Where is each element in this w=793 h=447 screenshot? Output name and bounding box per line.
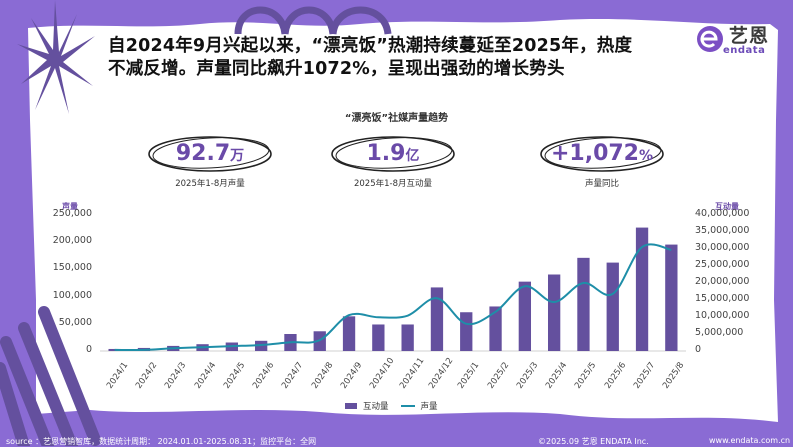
logo-text-en: endata bbox=[723, 45, 766, 56]
logo-text-cn: 艺恩 bbox=[729, 25, 770, 47]
right-y-tick: 10,000,000 bbox=[695, 310, 750, 321]
kpi-label: 2025年1-8月声量 bbox=[175, 179, 245, 189]
source-note: source ：艺恩营销智库，数据统计周期： 2024.01.01-2025.0… bbox=[6, 437, 317, 446]
volume-line bbox=[114, 243, 672, 352]
scribble-circle-icon bbox=[540, 136, 664, 172]
legend-line-label: 声量 bbox=[420, 402, 438, 412]
legend-bar-swatch bbox=[345, 403, 357, 409]
bar-2025/3 bbox=[518, 281, 532, 351]
bar-2025/4 bbox=[547, 274, 561, 351]
kpi-value: 92.7万 bbox=[175, 141, 245, 166]
kpi-label: 声量同比 bbox=[584, 179, 619, 189]
left-y-tick: 50,000 bbox=[58, 316, 92, 328]
bar-2024/9 bbox=[342, 316, 356, 351]
headline: 自2024年9月兴起以来，“漂亮饭”热潮持续蔓延至2025年，热度 不减反增。声… bbox=[108, 35, 708, 81]
headline-line-2: 不减反增。声量同比飙升1072%，呈现出强劲的增长势头 bbox=[108, 59, 565, 79]
kpi-volume: 92.7万 2025年1-8月声量 bbox=[145, 133, 275, 193]
kpi-value: 1.9亿 bbox=[366, 141, 420, 166]
right-y-tick: 20,000,000 bbox=[695, 276, 750, 287]
kpi-value: +1,072% bbox=[550, 141, 654, 166]
headline-line-1: 自2024年9月兴起以来，“漂亮饭”热潮持续蔓延至2025年，热度 bbox=[108, 36, 633, 56]
right-axis-title: 互动量 bbox=[715, 202, 739, 211]
left-y-tick: 100,000 bbox=[52, 289, 92, 301]
endata-logo: 艺恩 endata bbox=[695, 20, 785, 58]
scribble-circle-icon bbox=[331, 136, 455, 172]
bar-2024/11 bbox=[401, 324, 414, 351]
bar-2024/12 bbox=[430, 287, 444, 351]
bar-2025/5 bbox=[577, 257, 590, 351]
website-link[interactable]: www.endata.com.cn bbox=[709, 436, 791, 445]
left-y-tick: 250,000 bbox=[52, 208, 92, 219]
left-axis-title: 声量 bbox=[62, 202, 78, 211]
kpi-yoy: +1,072% 声量同比 bbox=[537, 133, 667, 193]
right-y-tick: 15,000,000 bbox=[695, 293, 750, 304]
right-y-tick: 0 bbox=[695, 344, 702, 355]
kpi-interaction: 1.9亿 2025年1-8月互动量 bbox=[328, 133, 458, 193]
copyright: ©2025.09 艺恩 ENDATA Inc. bbox=[538, 437, 649, 446]
left-y-tick: 200,000 bbox=[52, 235, 92, 247]
scribble-circle-icon bbox=[148, 136, 272, 172]
right-y-tick: 25,000,000 bbox=[695, 259, 750, 270]
chart-title: “漂亮饭”社媒声量趋势 bbox=[344, 113, 449, 124]
endata-e-logo-icon bbox=[697, 26, 723, 52]
legend-line-swatch bbox=[400, 405, 415, 407]
bar-2025/7 bbox=[635, 227, 649, 351]
left-y-tick: 150,000 bbox=[52, 262, 92, 274]
kpi-label: 2025年1-8月互动量 bbox=[353, 179, 432, 189]
chart-legend: 互动量 声量 bbox=[345, 400, 438, 412]
bar-2025/8 bbox=[665, 244, 678, 351]
right-y-tick: 30,000,000 bbox=[695, 242, 750, 253]
bar-2025/6 bbox=[606, 262, 619, 351]
bar-2024/10 bbox=[372, 324, 385, 351]
legend-bar-label: 互动量 bbox=[363, 402, 389, 412]
bar-2025/1 bbox=[460, 312, 473, 351]
bar-2025/2 bbox=[489, 306, 502, 351]
right-y-tick: 40,000,000 bbox=[695, 208, 750, 219]
right-y-tick: 35,000,000 bbox=[695, 225, 750, 236]
starburst-icon bbox=[17, 0, 95, 114]
left-y-tick: 0 bbox=[85, 344, 92, 355]
right-y-tick: 5,000,000 bbox=[695, 327, 744, 338]
